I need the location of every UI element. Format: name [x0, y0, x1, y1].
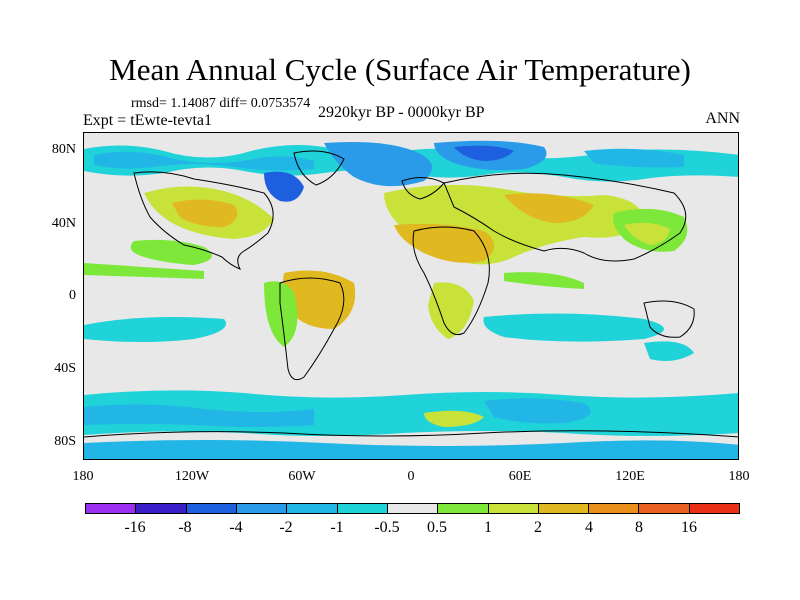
colorbar-label: 8	[635, 519, 643, 536]
colorbar-label: 0.5	[427, 519, 447, 536]
colorbar-bin	[136, 504, 187, 513]
lat-label-80s: 80S	[54, 434, 76, 449]
colorbar	[85, 503, 740, 514]
colorbar-bin	[86, 504, 137, 513]
lat-label-40n: 40N	[51, 216, 76, 231]
colorbar-label: 1	[484, 519, 492, 536]
lon-label-120w: 120W	[174, 469, 210, 484]
lon-label-120e: 120E	[615, 469, 645, 484]
chart-title: Mean Annual Cycle (Surface Air Temperatu…	[109, 52, 691, 87]
colorbar-label: -8	[178, 519, 192, 536]
colorbar-bin	[186, 504, 237, 513]
period-label: 2920kyr BP - 0000kyr BP	[318, 104, 485, 121]
colorbar-label: -2	[279, 519, 293, 536]
colorbar-bin	[236, 504, 288, 513]
experiment-label: Expt = tEwte-tevta1	[83, 112, 212, 129]
colorbar-bin	[639, 504, 690, 513]
colorbar-bin	[287, 504, 338, 513]
colorbar-bin	[589, 504, 640, 513]
temperature-anomaly-field	[84, 140, 738, 459]
colorbar-label: -1	[330, 519, 344, 536]
colorbar-bin	[438, 504, 489, 513]
lon-label-0: 0	[407, 469, 415, 484]
colorbar-label: -4	[229, 519, 243, 536]
colorbar-bin	[538, 504, 590, 513]
lat-label-40s: 40S	[54, 361, 76, 376]
lon-label-60e: 60E	[508, 469, 532, 484]
lon-label-180e: 180	[728, 469, 750, 484]
colorbar-label: -0.5	[374, 519, 400, 536]
colorbar-bin	[337, 504, 388, 513]
lat-label-80n: 80N	[51, 142, 76, 157]
colorbar-label: 16	[681, 519, 697, 536]
world-map	[83, 132, 739, 460]
stats-text: rmsd= 1.14087 diff= 0.0753574	[131, 96, 311, 111]
colorbar-bin	[488, 504, 539, 513]
season-label: ANN	[705, 110, 740, 127]
colorbar-label: 4	[585, 519, 593, 536]
lon-label-60w: 60W	[288, 469, 316, 484]
lat-label-0: 0	[69, 288, 76, 303]
colorbar-label: -16	[124, 519, 146, 536]
colorbar-label: 2	[534, 519, 542, 536]
colorbar-bin	[689, 504, 740, 513]
colorbar-bin	[387, 504, 439, 513]
lon-label-180w: 180	[72, 469, 94, 484]
